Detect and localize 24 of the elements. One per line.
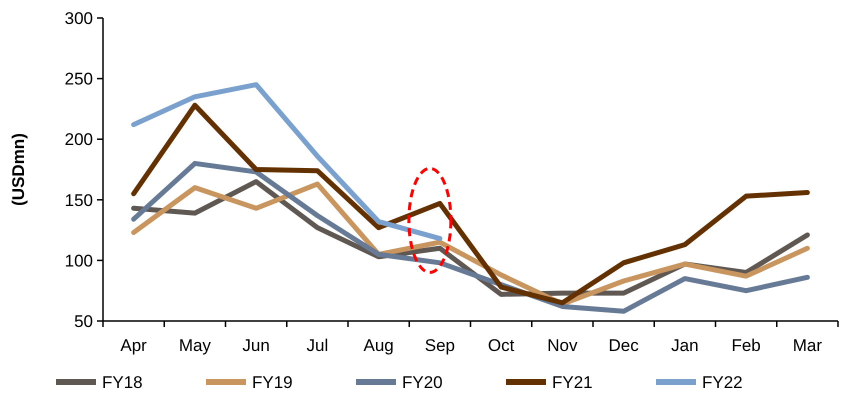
y-tick-label: 100	[64, 251, 93, 270]
x-tick-label: May	[178, 336, 212, 355]
y-tick-label: 50	[74, 312, 93, 331]
x-tick-label: Sep	[424, 336, 455, 355]
x-tick-label: Jul	[306, 336, 328, 355]
legend-label: FY21	[552, 372, 593, 392]
legend-label: FY19	[252, 372, 293, 392]
legend-label: FY20	[402, 372, 443, 392]
x-tick-label: Oct	[488, 336, 515, 355]
x-tick-label: Jan	[671, 336, 699, 355]
x-tick-label: Dec	[608, 336, 640, 355]
legend-label: FY18	[102, 372, 143, 392]
x-tick-label: Aug	[364, 336, 394, 355]
x-tick-label: Mar	[792, 336, 822, 355]
y-tick-label: 200	[64, 130, 93, 150]
y-axis-title: (USDmn)	[9, 133, 28, 206]
y-tick-label: 300	[64, 8, 93, 28]
y-tick-label: 250	[64, 70, 93, 89]
legend-label: FY22	[702, 372, 743, 392]
x-tick-label: Nov	[547, 336, 578, 355]
x-tick-label: Jun	[242, 336, 270, 355]
x-tick-label: Feb	[731, 336, 761, 355]
y-tick-label: 150	[64, 190, 93, 210]
x-tick-label: Apr	[120, 336, 148, 355]
